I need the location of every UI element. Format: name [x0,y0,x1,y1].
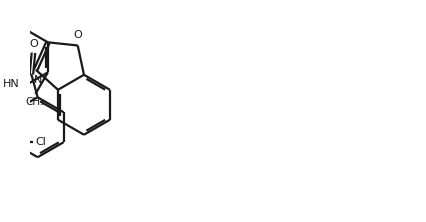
Text: HN: HN [3,79,19,89]
Text: Cl: Cl [35,137,46,147]
Text: O: O [29,39,38,49]
Text: CH₃: CH₃ [26,97,45,107]
Text: O: O [73,30,82,40]
Text: N: N [34,75,42,85]
